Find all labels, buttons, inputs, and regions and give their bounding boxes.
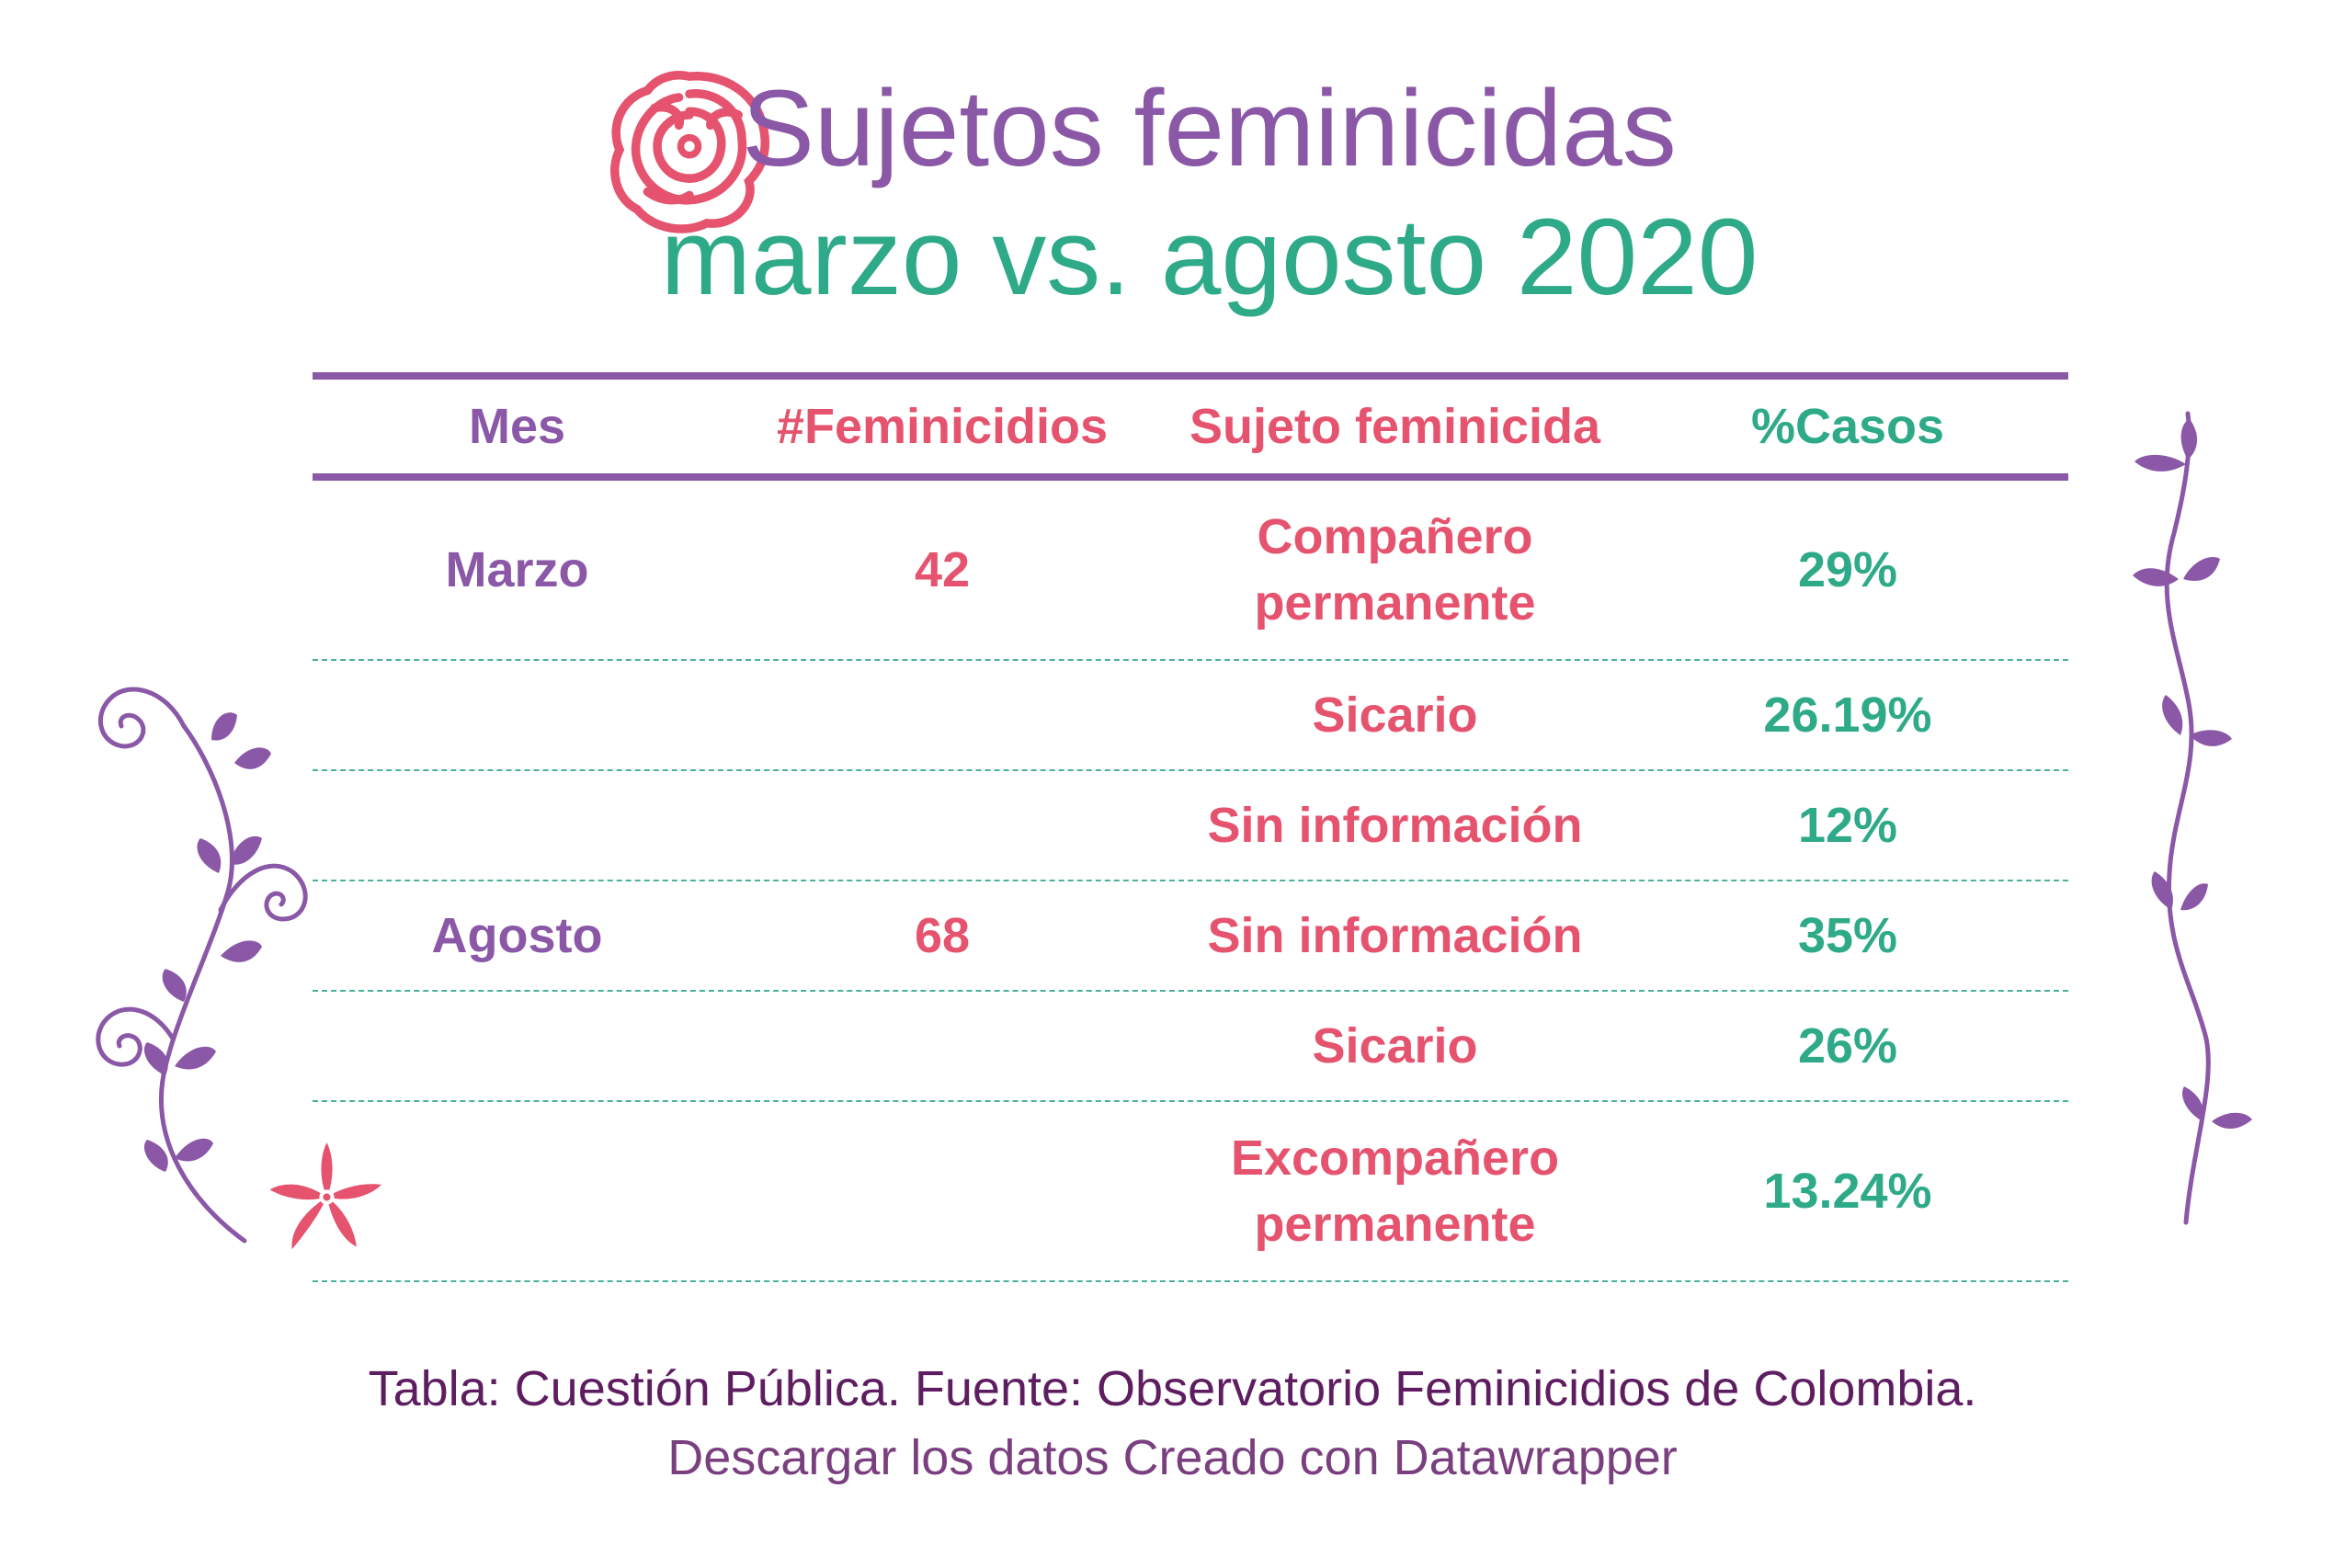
table-row: Excompañero permanente 13.24% [313, 1102, 2068, 1282]
chart-subtitle: marzo vs. agosto 2020 [660, 197, 1759, 318]
cell-casos: 35% [1797, 908, 1898, 963]
vine-right-icon [2133, 411, 2252, 1225]
table-row: Sin información 12% [313, 771, 2068, 881]
table-row: Agosto 68 Sin información 35% [313, 881, 2068, 992]
cell-sujeto: Sicario [1312, 687, 1478, 743]
table-row: Sicario 26.19% [313, 661, 2068, 771]
chart-title: Sujetos feminicidas [742, 68, 1677, 189]
cell-sujeto: Sin información [1207, 908, 1583, 963]
cell-casos: 26.19% [1763, 687, 1932, 743]
source-note: Tabla: Cuestión Pública. Fuente: Observa… [368, 1361, 1977, 1416]
table-row: Sicario 26% [313, 992, 2068, 1102]
cell-mes: Agosto [431, 908, 603, 963]
header-sujeto: Sujeto feminicida [1189, 399, 1601, 454]
cell-mes: Marzo [445, 542, 589, 597]
cell-sujeto: Sin información [1207, 798, 1583, 853]
flower-icon [269, 1142, 381, 1250]
cell-casos: 29% [1797, 542, 1898, 597]
table-row: Marzo 42 Compañero permanente 29% [313, 481, 2068, 661]
footer-links[interactable]: Descargar los datos Creado con Datawrapp… [667, 1430, 1678, 1485]
header-mes: Mes [468, 399, 566, 454]
data-table: Mes #Feminicidios Sujeto feminicida %Cas… [313, 372, 2068, 1282]
table-header: Mes #Feminicidios Sujeto feminicida %Cas… [313, 380, 2068, 481]
rose-icon [610, 71, 770, 233]
vine-left-icon [96, 687, 308, 1244]
cell-feminicidios: 68 [914, 908, 971, 963]
header-casos: %Casos [1750, 399, 1945, 454]
header-feminicidios: #Feminicidios [776, 399, 1109, 454]
cell-casos: 13.24% [1763, 1164, 1932, 1219]
cell-feminicidios: 42 [914, 542, 971, 597]
cell-casos: 12% [1797, 798, 1898, 853]
cell-sujeto: Excompañero permanente [1230, 1131, 1560, 1252]
title-block: Sujetos feminicidas marzo vs. agosto 202… [0, 64, 2345, 322]
cell-casos: 26% [1797, 1018, 1898, 1074]
cell-sujeto: Sicario [1312, 1018, 1478, 1074]
cell-sujeto: Compañero permanente [1254, 509, 1536, 631]
